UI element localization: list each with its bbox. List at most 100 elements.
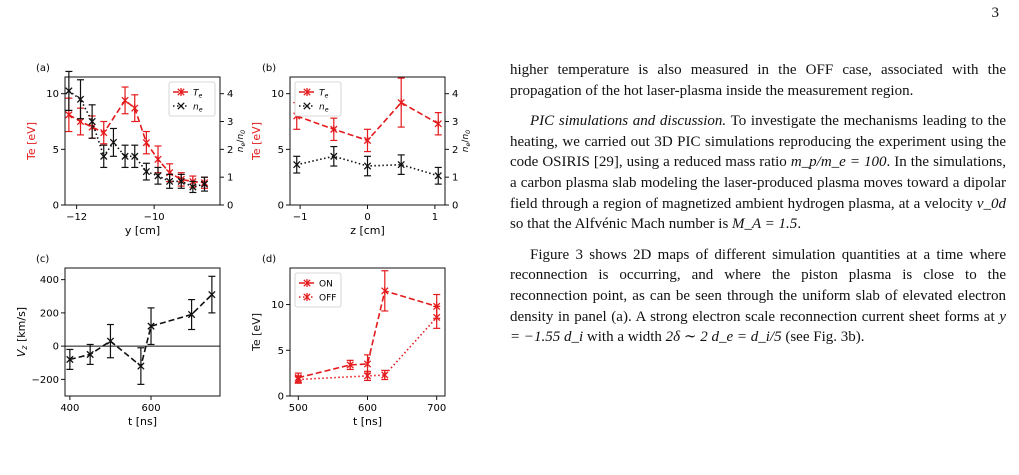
y-right-axis-label: ne/n0 <box>236 130 247 152</box>
legend-label: ON <box>319 280 333 290</box>
point-marker <box>147 322 155 330</box>
point-marker <box>142 167 151 176</box>
x-axis-label: t [ns] <box>353 415 382 428</box>
x-tick-label: 500 <box>289 403 308 414</box>
point-marker <box>381 286 389 295</box>
point-marker <box>65 87 73 95</box>
x-axis-label: z [cm] <box>350 224 385 237</box>
x-tick-label: 600 <box>358 403 377 414</box>
data-point <box>208 275 216 314</box>
chart-panel-d: (d) 500 600 700 0 5 10 t [ns] Te [eV] ON OFF <box>250 254 446 428</box>
y-tick-label: 0 <box>53 201 59 212</box>
point-marker <box>121 152 129 160</box>
y-axis-label: Te [eV] <box>250 122 263 161</box>
point-marker <box>381 370 389 379</box>
data-point <box>106 323 115 359</box>
y-tick-label: 5 <box>53 145 59 156</box>
data-point <box>131 94 139 123</box>
paragraph-1-text: higher temperature is also measured in t… <box>510 62 1006 99</box>
chart-panel-c: (c) 400 600 −200 0 200 400 t [ns] Vz [km/s] <box>15 254 221 428</box>
paragraph-3: Figure 3 shows 2D maps of different simu… <box>510 245 1006 348</box>
data-point <box>434 112 442 136</box>
text-column: higher temperature is also measured in t… <box>510 50 1006 348</box>
legend-label: OFF <box>319 294 336 304</box>
legend-label: Te <box>193 89 203 100</box>
legend-marker <box>303 293 311 301</box>
y-right-tick-label: 0 <box>452 201 458 212</box>
series-vz <box>66 275 216 385</box>
data-point <box>381 270 389 312</box>
data-point <box>66 348 74 371</box>
paragraph-3-text-c: (see Fig. 3b). <box>781 329 865 346</box>
series-ne <box>293 145 442 185</box>
data-point <box>433 305 441 329</box>
x-axis-label: t [ns] <box>128 415 157 428</box>
series-ne <box>65 70 209 194</box>
y-tick-label: 400 <box>40 275 59 286</box>
y-axis-label: Te [eV] <box>25 122 38 161</box>
point-marker <box>177 177 185 186</box>
x-tick-label: 600 <box>141 403 160 414</box>
math-mach-number: M_A = 1.5 <box>732 216 798 233</box>
paragraph-2-text-d: . <box>797 216 802 233</box>
data-point <box>200 176 209 192</box>
paragraph-3-text-a: Figure 3 shows 2D maps of different simu… <box>510 246 1006 325</box>
point-marker <box>208 290 216 299</box>
point-marker <box>434 119 442 128</box>
point-marker <box>397 160 405 169</box>
legend-marker <box>303 88 311 96</box>
panel-label: (d) <box>262 254 276 265</box>
point-marker <box>109 138 118 147</box>
point-marker <box>165 177 174 186</box>
point-marker <box>330 125 338 134</box>
y-axis-label: Te [eV] <box>250 313 263 352</box>
paragraph-2-text-b: . In the simulations, a carbon plasma sl… <box>510 154 1007 212</box>
point-marker <box>76 95 85 103</box>
data-point <box>165 173 174 189</box>
data-point <box>121 86 129 115</box>
plot-frame <box>289 267 446 397</box>
y-right-tick-label: 1 <box>452 173 458 184</box>
series-line <box>298 289 437 379</box>
point-marker <box>330 152 338 160</box>
point-marker <box>189 183 197 191</box>
data-point <box>88 104 96 139</box>
series-line <box>298 316 438 381</box>
point-marker <box>363 371 372 380</box>
plot-frame <box>64 267 221 397</box>
data-point <box>100 144 108 169</box>
data-point <box>397 154 405 175</box>
data-point <box>131 144 139 169</box>
data-point <box>346 359 354 371</box>
paragraph-2-text-c: so that the Alfvénic Mach number is <box>510 216 733 233</box>
data-point <box>293 155 301 174</box>
data-point <box>86 343 94 366</box>
legend-marker <box>177 88 185 96</box>
y-tick-label: 10 <box>271 300 284 311</box>
x-tick-label: 700 <box>427 403 446 414</box>
paragraph-2: PIC simulations and discussion. To inves… <box>510 111 1006 235</box>
legend: Te ne <box>168 81 216 117</box>
data-point <box>121 144 129 169</box>
point-marker <box>65 110 73 119</box>
y-tick-label: 5 <box>278 145 284 156</box>
data-point <box>189 180 197 194</box>
data-point <box>434 166 442 185</box>
y-right-tick-label: 4 <box>227 89 233 100</box>
point-marker <box>106 337 115 345</box>
y-tick-label: 0 <box>53 342 59 353</box>
data-point <box>363 370 372 382</box>
point-marker <box>154 155 162 164</box>
panel-label: (b) <box>262 63 276 74</box>
y-right-tick-label: 4 <box>452 89 458 100</box>
data-point <box>147 307 155 346</box>
x-tick-label: 400 <box>60 403 79 414</box>
data-point <box>100 120 108 145</box>
math-velocity: v_0d <box>976 195 1006 212</box>
data-point <box>397 77 405 128</box>
figure-3: (a) −12 −10 0 5 10 0 1 2 3 4 y [cm] Te [eV] ne/n0 Te ne… <box>0 0 500 475</box>
paragraph-2-text-a: To investigate the mechanisms leading to… <box>510 113 1006 171</box>
x-tick-label: 1 <box>432 212 438 223</box>
data-point <box>381 369 389 381</box>
